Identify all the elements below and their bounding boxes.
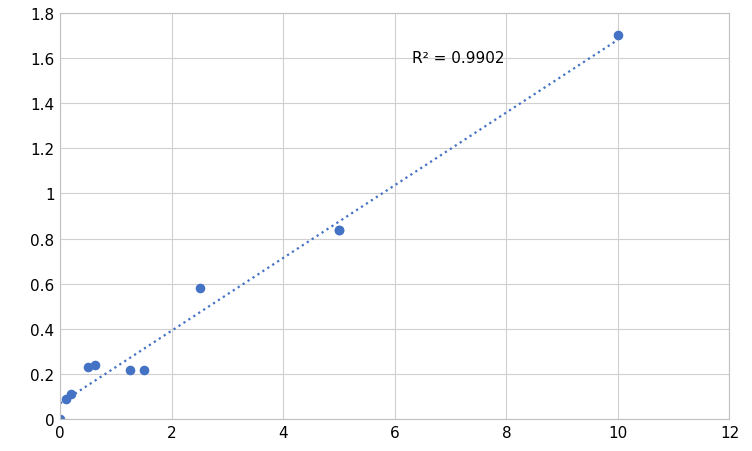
Point xyxy=(138,366,150,373)
Point xyxy=(124,366,136,373)
Point xyxy=(193,285,205,292)
Point xyxy=(89,362,101,369)
Point xyxy=(612,32,624,40)
Point xyxy=(333,226,345,234)
Point xyxy=(65,391,77,398)
Text: R² = 0.9902: R² = 0.9902 xyxy=(411,51,504,66)
Point xyxy=(54,416,66,423)
Point xyxy=(82,364,94,371)
Point xyxy=(59,396,71,403)
Point xyxy=(333,226,345,234)
